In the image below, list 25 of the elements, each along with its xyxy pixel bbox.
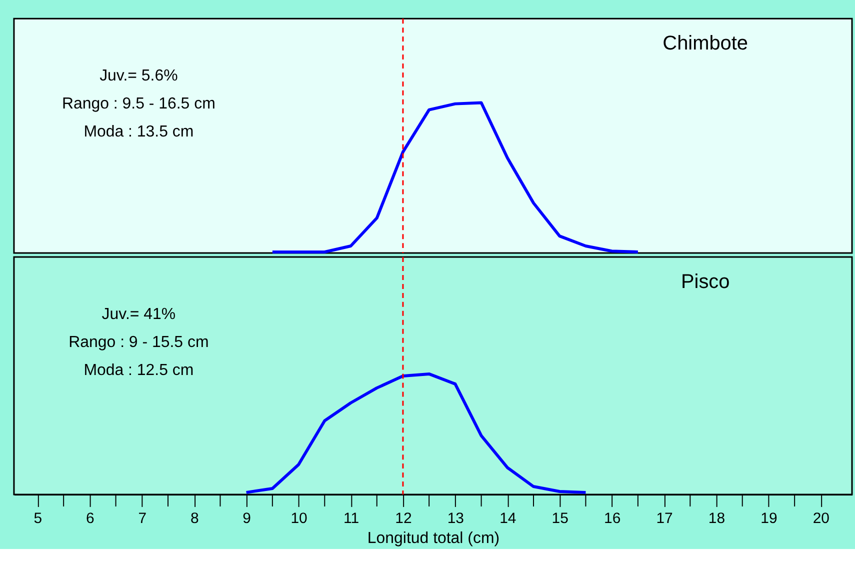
annotation: Rango : 9.5 - 16.5 cm	[62, 95, 216, 112]
x-tick-label: 6	[86, 510, 94, 527]
text: Juv.= 41%	[102, 306, 176, 323]
x-tick-label: 9	[242, 510, 251, 527]
x-tick-label: 17	[656, 510, 673, 527]
x-tick-label: 10	[290, 510, 308, 527]
x-tick-label: 12	[395, 510, 412, 527]
x-tick-label: 7	[138, 510, 147, 527]
annotation: Moda : 12.5 cm	[84, 362, 194, 379]
x-tick-label: 18	[708, 510, 726, 527]
chart-title: Pisco	[680, 270, 730, 293]
x-tick-label: 15	[552, 510, 568, 527]
x-tick-label: 19	[760, 510, 778, 527]
text: Juv.= 5.6%	[100, 67, 178, 84]
x-tick-label: 16	[604, 510, 621, 527]
annotation: Moda : 13.5 cm	[84, 123, 194, 140]
x-tick-label: 8	[190, 510, 199, 527]
chart-title: Chimbote	[662, 32, 748, 55]
x-tick-label: 5	[34, 510, 42, 527]
x-tick-label: 11	[343, 510, 360, 527]
x-tick-label: 14	[500, 510, 516, 527]
x-tick-label: 20	[812, 510, 830, 527]
text: Rango : 9 - 15.5 cm	[68, 334, 209, 351]
x-tick-label: 13	[447, 510, 464, 527]
x-axis-title: Longitud total (cm)	[367, 530, 500, 547]
